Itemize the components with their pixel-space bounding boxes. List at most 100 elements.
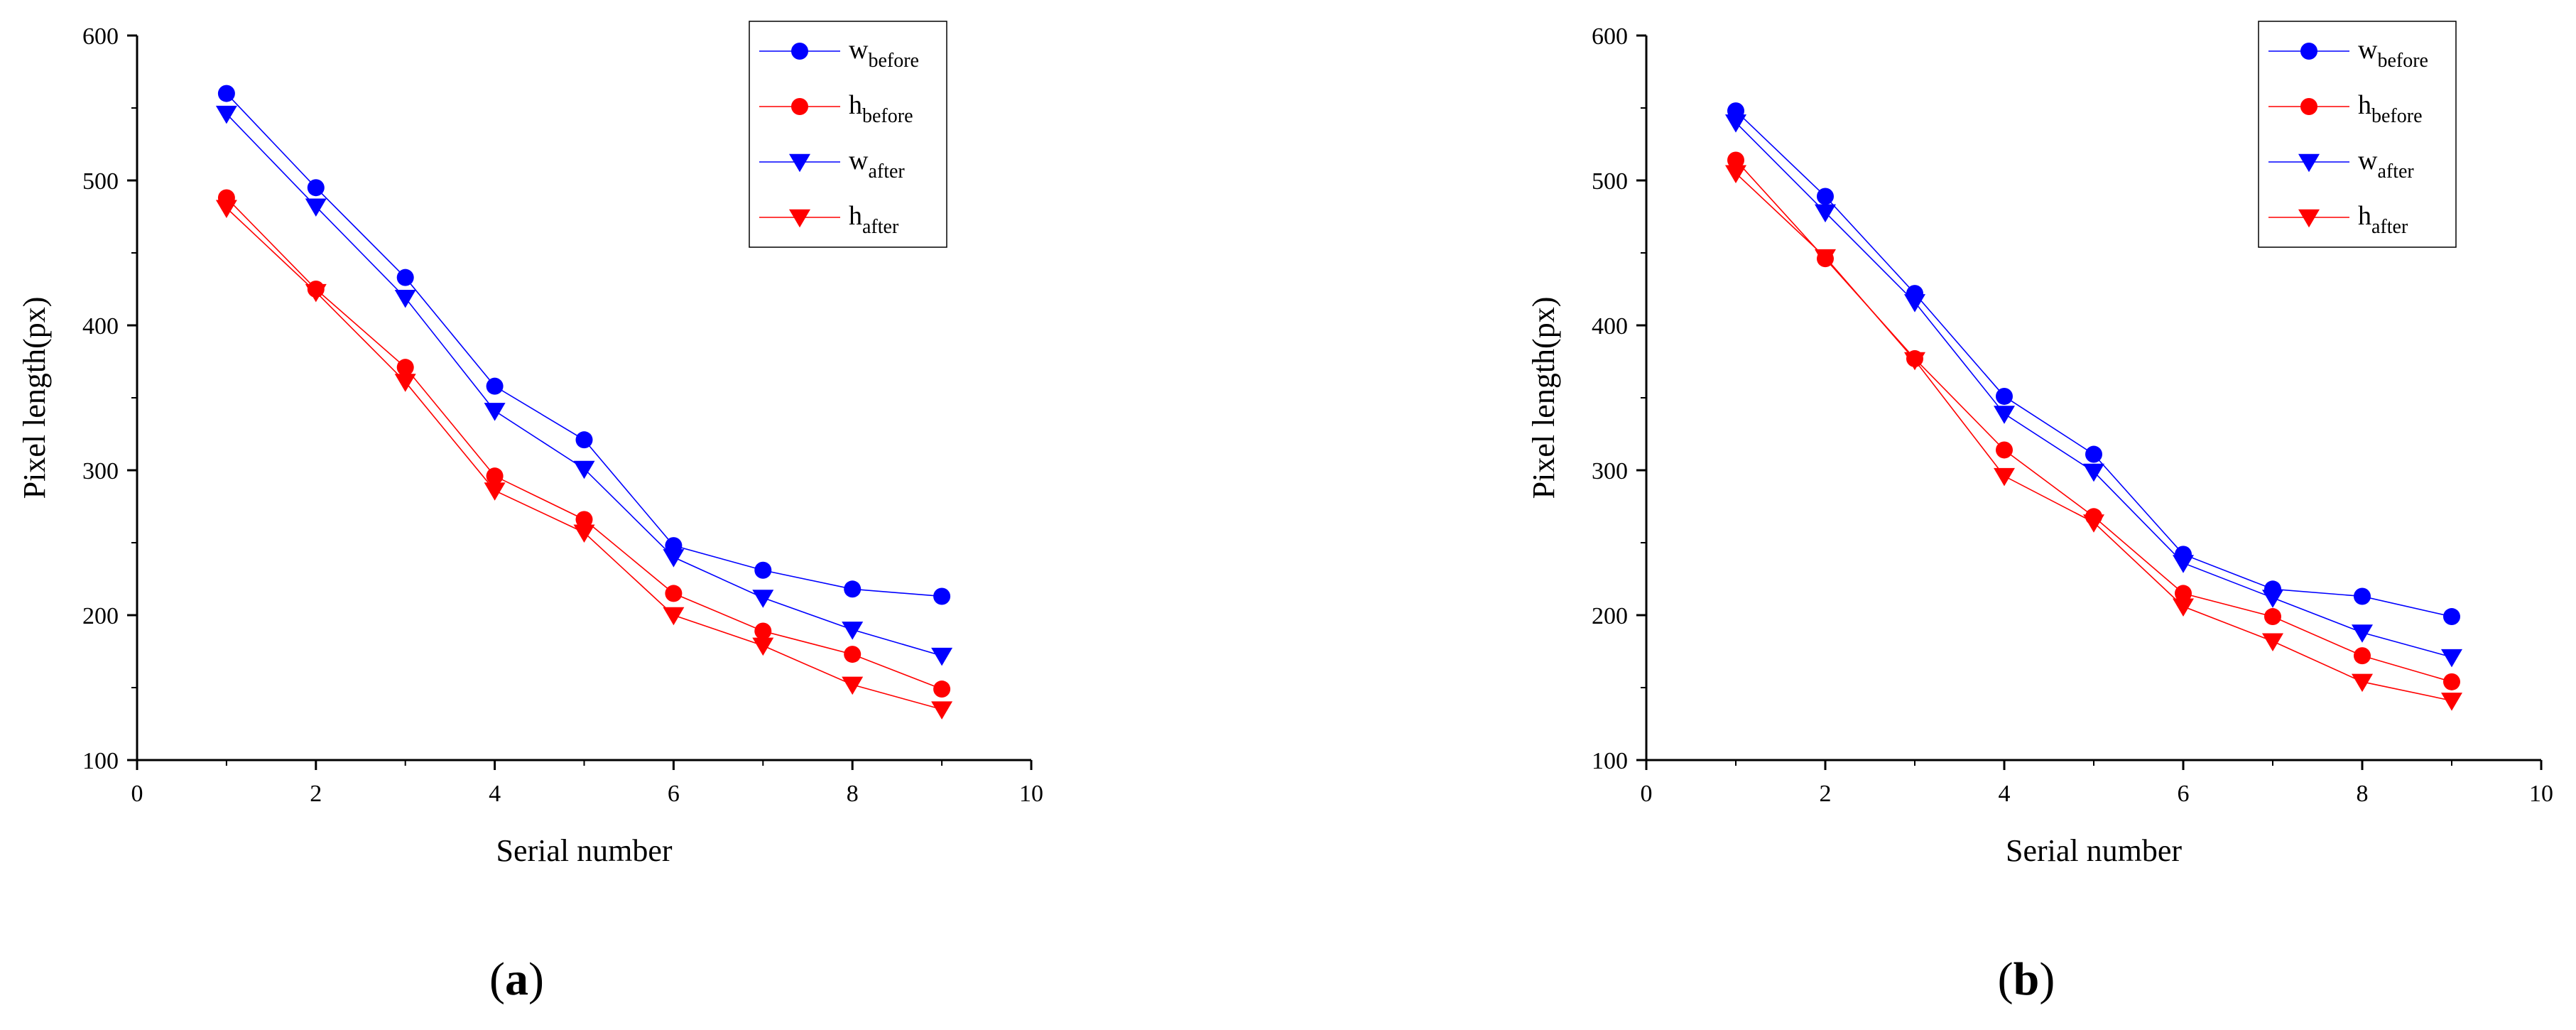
legend-entry-w_after: wafter: [759, 146, 905, 183]
caption-close-paren: ): [528, 953, 544, 1005]
series-h_after: [1725, 165, 2462, 711]
data-point: [2354, 647, 2371, 665]
data-point: [1904, 352, 1925, 371]
series-h_after: [215, 200, 953, 720]
data-point: [484, 403, 506, 421]
x-tick-label: 10: [2529, 781, 2553, 807]
data-point: [486, 467, 504, 485]
data-point: [2083, 514, 2104, 533]
data-point: [305, 198, 327, 217]
y-tick-label: 200: [1592, 603, 1628, 629]
data-point: [2354, 587, 2371, 605]
panel-caption: (b): [1998, 953, 2055, 1005]
series-line-h_after: [1735, 173, 2452, 702]
y-tick-label: 400: [82, 313, 119, 340]
data-point: [663, 549, 685, 568]
y-tick-label: 300: [1592, 458, 1628, 484]
data-point: [1904, 294, 1925, 313]
legend-label-base: w: [849, 35, 869, 65]
data-point: [1996, 387, 2013, 405]
y-tick-label: 500: [82, 168, 119, 195]
y-tick-label: 100: [82, 748, 119, 774]
legend-label-sub: before: [2377, 50, 2428, 72]
data-point: [752, 590, 774, 608]
legend-marker: [2298, 153, 2320, 173]
y-tick-label: 100: [1592, 748, 1628, 774]
data-point: [2264, 608, 2281, 626]
data-point: [665, 585, 683, 602]
legend-label: wbefore: [2358, 35, 2428, 72]
data-point: [396, 269, 414, 286]
y-tick-label: 500: [1592, 168, 1628, 195]
legend-label-sub: after: [868, 161, 905, 183]
legend-box: [2258, 21, 2457, 248]
y-tick-label: 400: [1592, 313, 1628, 340]
legend-marker: [789, 153, 810, 173]
data-point: [2352, 624, 2373, 643]
legend-entry-h_after: hafter: [759, 201, 899, 238]
data-point: [217, 85, 235, 102]
series-w_before: [217, 85, 951, 605]
x-tick-label: 0: [1641, 781, 1653, 807]
x-tick-label: 2: [1820, 781, 1832, 807]
data-point: [2175, 585, 2192, 602]
legend-label-base: w: [849, 146, 869, 175]
x-tick-label: 6: [2178, 781, 2190, 807]
data-point: [1725, 165, 1746, 184]
legend-label-sub: after: [2371, 216, 2408, 238]
data-point: [573, 460, 595, 479]
legend-entry-h_before: hbefore: [759, 90, 913, 127]
data-point: [1996, 441, 2013, 459]
x-tick-label: 4: [1999, 781, 2011, 807]
x-axis-title: Serial number: [2006, 833, 2182, 868]
data-point: [842, 676, 864, 695]
legend-label: wafter: [849, 146, 905, 183]
legend-entry-w_after: wafter: [2268, 146, 2414, 183]
data-point: [394, 289, 416, 308]
data-point: [573, 524, 595, 543]
legend-label: wbefore: [849, 35, 919, 72]
chart-panel-a: 0 2 4 6 8 10 100 200 300 400 500 600 Serial number Pi…: [17, 21, 1043, 1005]
data-point: [486, 377, 504, 395]
legend-label-base: h: [2358, 90, 2371, 120]
data-point: [215, 105, 237, 124]
legend-label-sub: before: [862, 105, 913, 127]
y-tick-label: 200: [82, 603, 119, 629]
data-point: [752, 637, 774, 656]
legend-label-sub: before: [2371, 105, 2423, 127]
y-tick-label: 300: [82, 458, 119, 484]
data-point: [844, 646, 862, 663]
x-tick-label: 10: [1019, 781, 1043, 807]
data-point: [1725, 114, 1746, 133]
data-point: [1994, 467, 2015, 487]
data-point: [305, 283, 327, 303]
data-point: [2441, 693, 2462, 711]
data-point: [2352, 673, 2373, 693]
series-line-h_after: [226, 207, 942, 710]
legend-marker: [791, 43, 808, 60]
x-axis-title: Serial number: [496, 833, 672, 868]
y-axis-title: Pixel length(px): [17, 297, 52, 499]
x-tick-label: 0: [131, 781, 143, 807]
legend-label-sub: after: [862, 216, 899, 238]
data-point: [2262, 633, 2283, 651]
legend-label-base: w: [2358, 146, 2378, 175]
chart-panel-b: 0 2 4 6 8 10 100 200 300 400 500 600 Serial number Pi…: [1526, 21, 2553, 1005]
x-tick-label: 6: [668, 781, 680, 807]
data-point: [575, 511, 593, 528]
caption-letter: a: [505, 953, 528, 1005]
legend-label-base: h: [2358, 201, 2371, 231]
y-tick-label: 600: [1592, 23, 1628, 50]
data-point: [754, 561, 772, 579]
x-tick-label: 8: [847, 781, 859, 807]
data-point: [1817, 188, 1834, 205]
legend-label: hafter: [2358, 201, 2408, 238]
data-point: [394, 374, 416, 392]
data-point: [1815, 249, 1836, 268]
y-tick-label: 600: [82, 23, 119, 50]
x-tick-label: 2: [310, 781, 322, 807]
legend-label: hafter: [849, 201, 899, 238]
legend-label-sub: before: [868, 50, 919, 72]
legend-label-base: h: [849, 90, 862, 120]
